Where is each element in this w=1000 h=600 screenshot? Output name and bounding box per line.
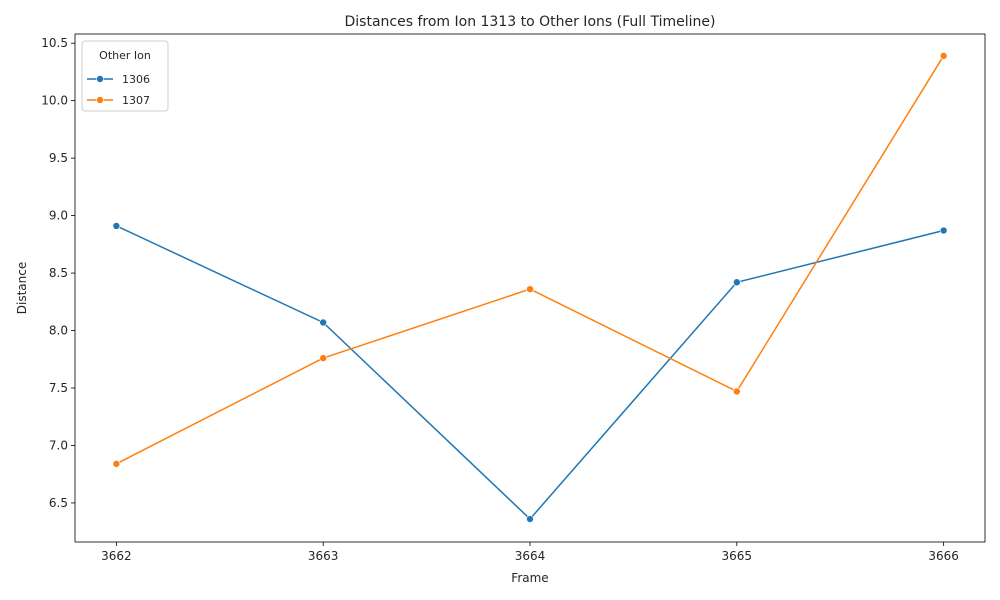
data-point-1307 xyxy=(112,460,121,468)
x-tick-label: 3662 xyxy=(101,549,132,563)
legend-marker-1307 xyxy=(96,96,104,104)
x-tick-label: 3665 xyxy=(722,549,753,563)
x-tick-label: 3663 xyxy=(308,549,339,563)
legend-label-1306: 1306 xyxy=(122,73,150,86)
data-point-1306 xyxy=(939,226,948,235)
data-point-1306 xyxy=(733,278,741,287)
legend-title: Other Ion xyxy=(99,49,151,62)
data-point-1306 xyxy=(112,222,121,230)
data-point-1306 xyxy=(319,318,327,327)
y-tick-label: 8.0 xyxy=(49,324,68,338)
y-tick-label: 6.5 xyxy=(49,496,68,510)
legend: Other Ion 1306 1307 xyxy=(81,40,169,112)
plot-area xyxy=(112,52,948,523)
y-tick-label: 9.0 xyxy=(49,209,68,223)
data-point-1307 xyxy=(733,387,741,396)
y-tick-label: 9.5 xyxy=(49,151,68,165)
legend-box xyxy=(81,40,169,112)
data-point-1307 xyxy=(526,285,534,293)
x-tick-label: 3666 xyxy=(928,549,959,563)
y-tick-label: 7.5 xyxy=(49,381,68,395)
x-axis-title: Frame xyxy=(511,571,548,585)
data-point-1307 xyxy=(319,354,327,362)
x-tick-label: 3664 xyxy=(515,549,546,563)
data-point-1307 xyxy=(939,52,948,60)
y-axis-title: Distance xyxy=(15,262,29,314)
chart-title: Distances from Ion 1313 to Other Ions (F… xyxy=(345,14,716,30)
x-axis: 3662 3663 3664 3665 3666 xyxy=(101,542,959,563)
y-tick-label: 7.0 xyxy=(49,438,68,452)
y-tick-label: 8.5 xyxy=(49,266,68,280)
legend-marker-1306 xyxy=(96,75,104,83)
legend-label-1307: 1307 xyxy=(122,94,150,107)
y-tick-label: 10.5 xyxy=(41,36,68,50)
y-tick-label: 10.0 xyxy=(41,94,68,108)
data-point-1306 xyxy=(526,515,534,523)
y-axis: 6.5 7.0 7.5 8.0 8.5 9.0 9.5 10.0 10.5 xyxy=(41,36,75,510)
